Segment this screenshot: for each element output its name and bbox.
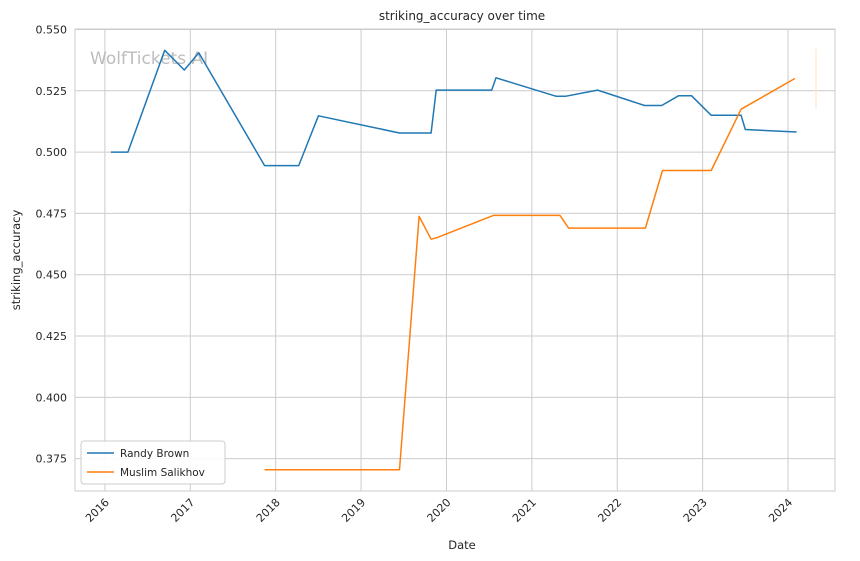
x-tick-label: 2021 <box>510 496 539 525</box>
x-tick-label: 2019 <box>339 496 368 525</box>
x-tick-label: 2022 <box>595 496 624 525</box>
series-line-randy-brown <box>110 49 797 167</box>
x-tick-label: 2023 <box>681 496 710 525</box>
legend-box <box>80 440 226 485</box>
x-tick-labels: 2016 2017 2018 2019 2020 2021 2022 2023 2024 <box>83 496 795 525</box>
x-tick-label: 2020 <box>425 496 454 525</box>
y-tick-labels: 0.375 0.400 0.425 0.450 0.475 0.500 0.525 0.550 <box>36 23 68 465</box>
x-tick-label: 2018 <box>254 496 283 525</box>
x-tick-label: 2016 <box>83 496 112 525</box>
watermark: WolfTickets AI <box>90 49 208 69</box>
legend: Randy Brown Muslim Salikhov <box>80 440 226 485</box>
y-tick-label: 0.525 <box>36 85 68 98</box>
y-tick-label: 0.375 <box>36 453 68 466</box>
x-tick-label: 2024 <box>766 496 795 525</box>
chart-title: striking_accuracy over time <box>379 9 545 23</box>
x-tick-label: 2017 <box>168 496 197 525</box>
series-layer <box>110 49 797 471</box>
legend-label-muslim-salikhov: Muslim Salikhov <box>120 467 205 479</box>
y-tick-label: 0.425 <box>36 330 68 343</box>
y-tick-label: 0.475 <box>36 207 68 220</box>
y-tick-label: 0.450 <box>36 269 68 282</box>
series-line-muslim-salikhov <box>264 77 796 471</box>
plot-background <box>75 29 835 491</box>
x-gridlines <box>104 29 789 491</box>
y-tick-label: 0.500 <box>36 146 68 159</box>
legend-label-randy-brown: Randy Brown <box>120 448 189 460</box>
x-axis-label: Date <box>448 538 476 552</box>
y-tick-label: 0.400 <box>36 391 68 404</box>
y-axis-label: striking_accuracy <box>9 210 23 311</box>
plot-frame <box>74 28 836 492</box>
y-tick-label: 0.550 <box>36 23 68 36</box>
